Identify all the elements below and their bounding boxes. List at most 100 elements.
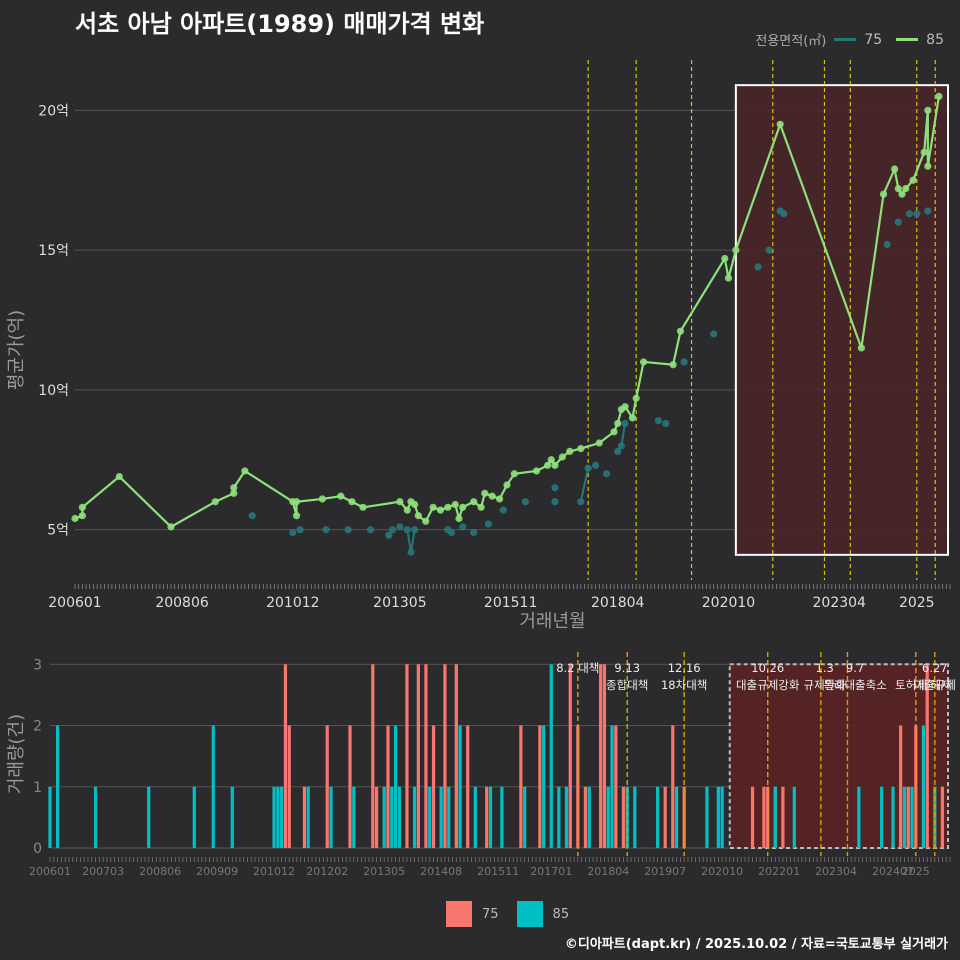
price-point-75: [366, 526, 374, 534]
volume-bar-85: [523, 786, 527, 848]
volume-bar-85: [500, 786, 504, 848]
price-point-85: [595, 439, 603, 447]
price-point-85: [230, 484, 238, 492]
policy-annotation: 종합대책: [606, 678, 648, 692]
price-y-tick-label: 15억: [38, 243, 69, 259]
price-point-85: [470, 498, 478, 506]
volume-x-tick-label: 200806: [139, 865, 181, 878]
legend-title: 전용면적(㎡): [755, 34, 827, 49]
price-y-tick-label: 10억: [38, 383, 69, 399]
policy-annotation: 8.2 대책: [556, 661, 599, 675]
volume-bar-75: [485, 786, 489, 848]
price-point-75: [603, 470, 611, 478]
price-point-85: [902, 185, 910, 193]
volume-bar-85: [147, 786, 151, 848]
volume-bar-75: [899, 725, 903, 848]
volume-bar-85: [439, 786, 443, 848]
price-point-75: [913, 210, 921, 218]
volume-x-tick-label: 201511: [477, 865, 519, 878]
volume-bar-75: [940, 786, 945, 848]
price-point-75: [407, 548, 415, 556]
volume-bar-85: [280, 786, 284, 848]
price-point-85: [920, 148, 928, 156]
price-point-85: [532, 467, 541, 475]
policy-annotation: 1.3: [816, 661, 834, 675]
volume-bar-85: [192, 786, 196, 848]
volume-x-tick-label: 201305: [363, 865, 405, 878]
legend-item-75: 75: [864, 31, 883, 48]
price-point-75: [894, 218, 902, 226]
price-point-85: [451, 500, 459, 509]
price-point-75: [577, 498, 585, 506]
volume-legend-swatch-85: [516, 901, 543, 927]
volume-bar-85: [549, 664, 553, 848]
policy-annotation: 특례대출축소: [823, 678, 886, 692]
volume-bar-75: [416, 664, 420, 848]
policy-annotation: 대출규제: [914, 678, 956, 692]
price-point-75: [388, 526, 397, 534]
price-point-75: [924, 207, 932, 215]
volume-bar-85: [473, 786, 477, 848]
price-x-axis-label: 거래년월: [519, 611, 585, 632]
volume-bar-85: [625, 786, 629, 848]
price-x-tick-label: 202304: [813, 595, 867, 611]
price-point-75: [584, 464, 592, 472]
volume-bar-75: [568, 664, 572, 848]
legend-swatch-85: [896, 38, 919, 41]
price-point-85: [610, 428, 618, 436]
volume-legend-item-75: 75: [482, 906, 499, 922]
price-point-75: [754, 263, 762, 271]
price-point-75: [403, 526, 411, 534]
volume-bar-75: [925, 664, 929, 848]
volume-bar-85: [93, 786, 98, 848]
volume-bar-85: [564, 786, 569, 848]
volume-x-tick-label: 201202: [306, 865, 348, 878]
volume-bar-75: [466, 725, 470, 848]
price-point-75: [680, 358, 688, 366]
price-point-75: [710, 330, 718, 338]
volume-bar-85: [610, 725, 614, 848]
volume-bar-75: [519, 725, 523, 848]
price-point-85: [621, 403, 629, 411]
price-point-85: [577, 445, 585, 453]
price-point-85: [669, 361, 677, 369]
volume-bar-75: [386, 725, 390, 848]
volume-bar-85: [674, 786, 679, 848]
volume-bar-85: [606, 786, 610, 848]
price-point-85: [292, 498, 301, 506]
price-point-85: [78, 503, 86, 511]
volume-bar-85: [655, 786, 660, 848]
price-point-75: [551, 484, 559, 492]
volume-x-tick-label: 201804: [587, 865, 629, 878]
price-point-85: [732, 246, 740, 254]
price-point-75: [344, 526, 352, 534]
volume-bar-85: [542, 725, 546, 848]
price-point-75: [905, 210, 913, 218]
volume-bar-75: [766, 786, 770, 848]
price-point-75: [551, 498, 559, 506]
volume-bar-85: [382, 786, 386, 848]
price-point-85: [411, 500, 419, 509]
price-point-85: [721, 254, 729, 263]
volume-bar-75: [602, 664, 607, 848]
price-point-85: [547, 456, 555, 464]
volume-bar-85: [910, 786, 914, 848]
price-point-75: [614, 447, 622, 455]
volume-bar-75: [371, 664, 375, 848]
price-point-85: [558, 453, 566, 461]
price-point-85: [78, 512, 86, 520]
volume-bar-85: [55, 725, 60, 848]
price-point-85: [543, 461, 552, 469]
volume-x-tick-label: 200601: [29, 865, 71, 878]
price-point-85: [396, 498, 404, 506]
volume-bar-85: [272, 786, 276, 848]
price-point-85: [167, 523, 175, 531]
price-point-85: [495, 495, 504, 503]
volume-legend-swatch-75: [446, 901, 472, 927]
price-point-85: [459, 503, 467, 511]
volume-bar-85: [557, 786, 561, 848]
volume-bar-85: [587, 786, 591, 848]
volume-bar-85: [633, 786, 637, 848]
volume-bar-75: [663, 786, 667, 848]
